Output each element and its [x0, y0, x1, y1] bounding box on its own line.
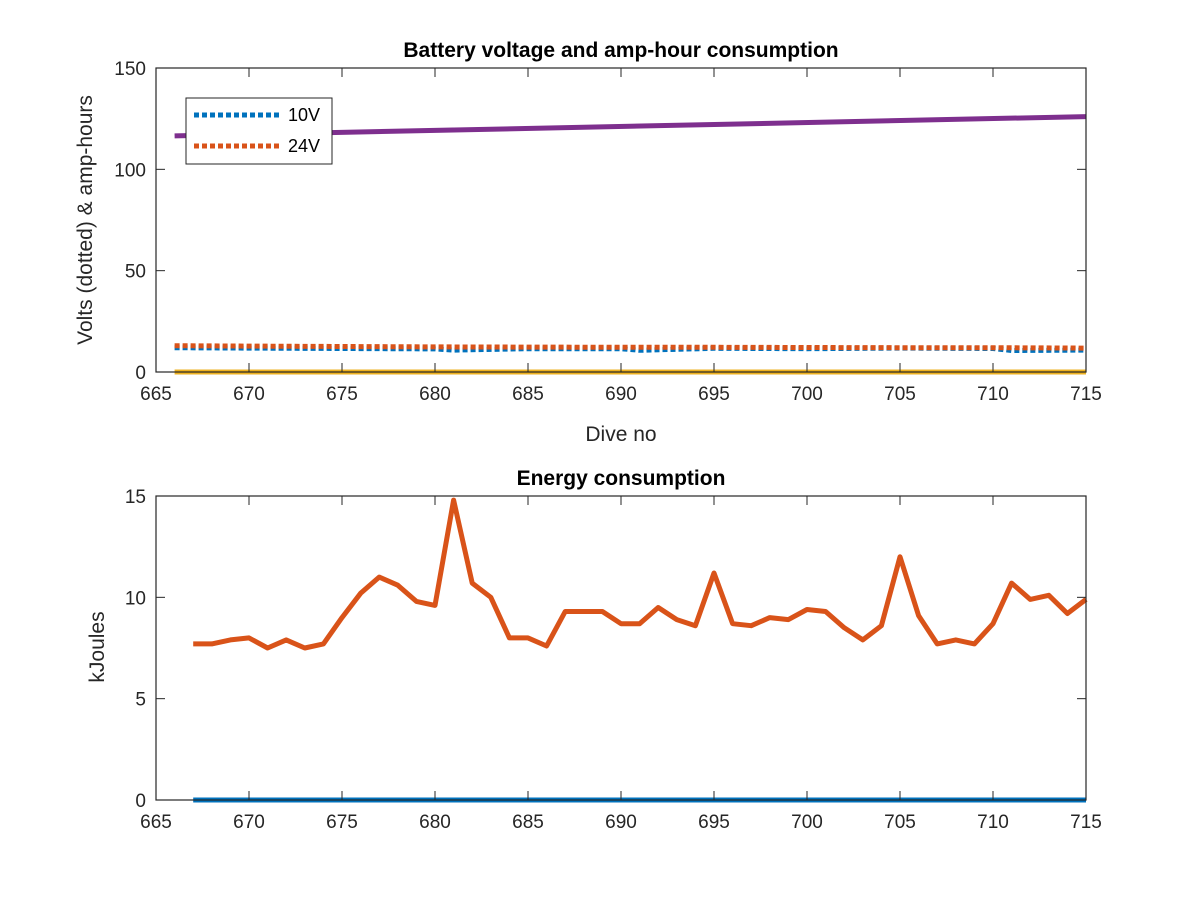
y-tick-label: 150 — [114, 59, 146, 80]
series-line-24v — [174, 343, 1087, 351]
x-tick-label: 710 — [977, 384, 1009, 405]
x-axis-label: Dive no — [585, 423, 656, 446]
x-tick-label: 690 — [605, 384, 637, 405]
y-axis-label: kJoules — [86, 611, 109, 682]
y-tick-label: 10 — [125, 588, 146, 609]
chart-title: Battery voltage and amp-hour consumption — [403, 39, 838, 62]
x-tick-label: 685 — [512, 812, 544, 833]
plot-area — [193, 497, 1088, 803]
x-tick-label: 670 — [233, 812, 265, 833]
axes-box — [155, 495, 1087, 801]
series-line-series-0 — [193, 497, 1088, 651]
x-tick-label: 715 — [1070, 384, 1102, 405]
x-tick-label: 700 — [791, 812, 823, 833]
x-tick-label: 700 — [791, 384, 823, 405]
legend: 10V 24V — [185, 97, 333, 165]
axis-ticks: 665 670 675 680 685 690 695 700 705 710 715 0 50 100 1… — [114, 59, 1102, 405]
energy-panel: Energy consumption kJoules 665 670 675 680 6… — [86, 467, 1102, 833]
x-tick-label: 705 — [884, 384, 916, 405]
chart-title: Energy consumption — [517, 467, 726, 490]
y-tick-label: 5 — [135, 690, 146, 711]
y-tick-label: 0 — [135, 791, 146, 812]
x-tick-label: 715 — [1070, 812, 1102, 833]
x-tick-label: 705 — [884, 812, 916, 833]
x-tick-label: 680 — [419, 812, 451, 833]
x-tick-label: 695 — [698, 812, 730, 833]
x-tick-label: 710 — [977, 812, 1009, 833]
voltage-amphour-panel: Battery voltage and amp-hour consumption… — [74, 39, 1102, 446]
legend-box — [185, 97, 333, 165]
y-tick-label: 100 — [114, 160, 146, 181]
x-tick-label: 690 — [605, 812, 637, 833]
x-tick-label: 665 — [140, 812, 172, 833]
legend-label-24v: 24V — [288, 136, 320, 156]
x-tick-label: 680 — [419, 384, 451, 405]
x-tick-label: 685 — [512, 384, 544, 405]
y-tick-label: 50 — [125, 262, 146, 283]
x-tick-label: 695 — [698, 384, 730, 405]
x-tick-label: 675 — [326, 812, 358, 833]
x-tick-label: 670 — [233, 384, 265, 405]
legend-label-10v: 10V — [288, 105, 320, 125]
x-tick-label: 665 — [140, 384, 172, 405]
y-tick-label: 0 — [135, 363, 146, 384]
y-tick-label: 15 — [125, 487, 146, 508]
y-axis-label: Volts (dotted) & amp-hours — [74, 95, 97, 345]
x-tick-label: 675 — [326, 384, 358, 405]
axis-ticks: 665 670 675 680 685 690 695 700 705 710 715 0 5 10 15 — [125, 487, 1102, 833]
